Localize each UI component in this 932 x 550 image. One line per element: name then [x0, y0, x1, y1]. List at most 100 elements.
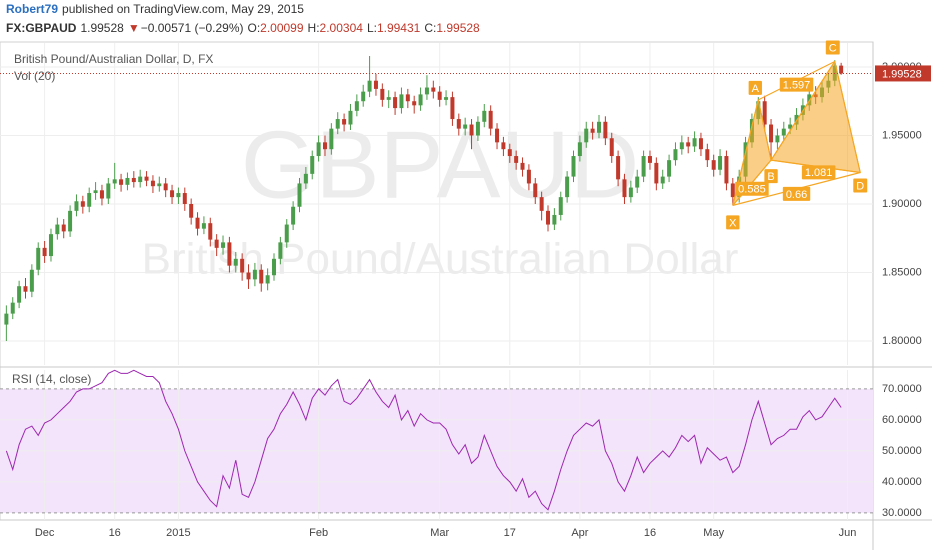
candle-body [112, 179, 117, 184]
x-tick-label: Mar [430, 527, 449, 539]
candle-body [303, 173, 308, 184]
pattern-ratio: 0.66 [786, 189, 807, 201]
candle-body [546, 210, 551, 225]
candle-body [36, 247, 41, 270]
candle-body [348, 110, 353, 125]
candle-body [475, 121, 480, 136]
candle-body [23, 286, 28, 292]
published: published on TradingView.com, May 29, 20… [62, 2, 304, 16]
y-tick-label: 40.0000 [882, 476, 922, 488]
header: Robert79 published on TradingView.com, Ma… [6, 0, 488, 38]
candle-body [10, 302, 15, 314]
candle-body [227, 242, 232, 266]
candle-body [176, 193, 181, 198]
pattern-point-label-box [764, 169, 778, 184]
change: −0.00571 (−0.29%) [140, 21, 244, 35]
candle-body [386, 97, 391, 100]
candle-body [730, 183, 735, 198]
candle-body [310, 156, 315, 174]
volume-label: Vol (20) [14, 69, 55, 83]
pattern-line [757, 99, 772, 161]
candle-body [577, 142, 582, 157]
pattern-line [770, 61, 836, 161]
x-tick-label: 16 [644, 527, 656, 539]
pattern-point-label: X [729, 217, 737, 229]
candle-body [240, 258, 245, 273]
ohlc-label: H: [307, 21, 320, 35]
candle-body [157, 183, 162, 187]
candle-body [418, 94, 423, 106]
candle-body [584, 128, 589, 143]
candle-body [431, 87, 436, 92]
x-tick-label: 17 [504, 527, 516, 539]
candle-body [354, 101, 359, 111]
candle-body [705, 149, 710, 161]
candle-body [17, 286, 22, 303]
candle-body [775, 135, 780, 143]
candle-body [138, 176, 143, 183]
candle-body [590, 128, 595, 133]
candle-body [628, 187, 633, 198]
candle-body [724, 156, 729, 184]
candle-body [195, 217, 200, 229]
pattern-ratio-box [782, 186, 811, 201]
x-tick-label: Apr [571, 527, 588, 539]
candle-body [450, 97, 455, 120]
candle-body [507, 149, 512, 157]
author[interactable]: Robert79 [6, 2, 59, 16]
ohlc-label: C: [424, 21, 437, 35]
candle-body [361, 91, 366, 102]
candle-body [679, 142, 684, 150]
pattern-point-label-box [726, 215, 740, 230]
candle-body [469, 124, 474, 136]
y-tick-label: 1.90000 [882, 198, 922, 210]
pattern-ratio: 1.081 [805, 167, 833, 179]
candle-body [163, 183, 168, 191]
candle-body [718, 156, 723, 170]
y-tick-label: 30.0000 [882, 507, 922, 519]
pane: 30.0000 40.0000 50.0000 60.0000 70.0000 RSI (… [0, 369, 922, 520]
arrow: ▼ [127, 21, 140, 35]
candle-body [482, 110, 487, 122]
candle-body [660, 176, 665, 184]
candle-body [74, 201, 79, 211]
candle-body [252, 269, 257, 280]
x-tick-label: Dec [35, 527, 55, 539]
candle-body [329, 128, 334, 150]
candle-body [246, 272, 251, 280]
ohlc-label: O: [247, 21, 261, 35]
candle-body [29, 269, 34, 292]
candle-body [214, 239, 219, 248]
pattern-ratio-box [779, 77, 814, 92]
candle-body [692, 138, 697, 147]
candle-body [201, 223, 206, 229]
pattern-line [834, 61, 861, 173]
candle-body [150, 180, 155, 187]
y-tick-label: 60.0000 [882, 414, 922, 426]
pattern-point-label: C [829, 42, 837, 54]
candle-body [437, 91, 442, 100]
x-tick-label: Jun [839, 527, 857, 539]
candle-body [788, 124, 793, 129]
ohlc: O:2.00099 H:2.00304 L:1.99431 C:1.99528 [247, 21, 483, 35]
candle-body [654, 162, 659, 184]
candle-body [641, 156, 646, 177]
candle-body [596, 121, 601, 133]
quote-line: FX:GBPAUD 1.99528 ▼−0.00571 (−0.29%) O:2.00… [6, 19, 488, 38]
pattern-point-label: A [752, 83, 760, 95]
candle-body [61, 224, 66, 232]
candle-body [373, 80, 378, 89]
x-tick-label: 16 [109, 527, 121, 539]
candle-body [711, 160, 716, 170]
candle-body [424, 87, 429, 95]
candle-body [839, 65, 844, 74]
candle-body [221, 242, 226, 248]
pattern-ratio: 1.597 [783, 80, 811, 92]
candle-body [571, 156, 576, 177]
y-tick-label: 1.95000 [882, 129, 922, 141]
ohlc-value: 1.99431 [376, 21, 421, 35]
pattern-ratio-box [735, 181, 769, 196]
candle-body [526, 169, 531, 184]
